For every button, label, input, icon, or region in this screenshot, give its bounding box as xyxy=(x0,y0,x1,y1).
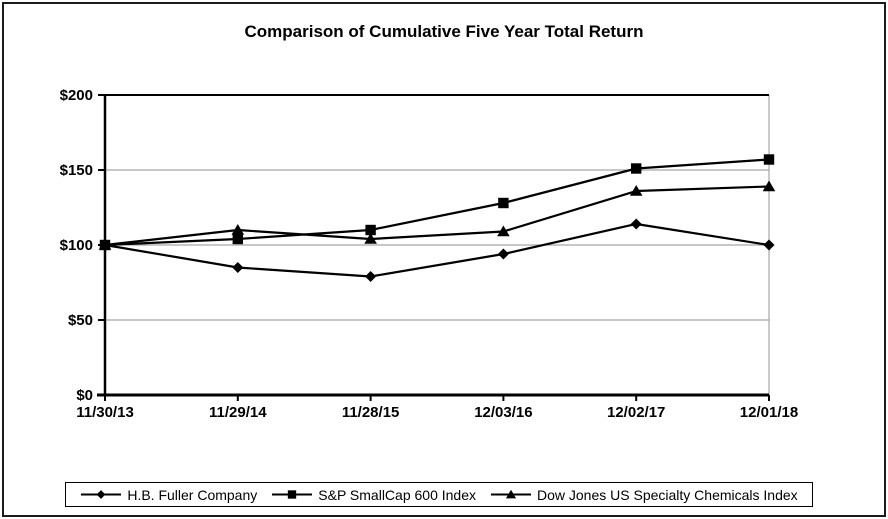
square-marker-icon xyxy=(272,490,313,499)
legend-label: S&P SmallCap 600 Index xyxy=(318,486,476,503)
svg-text:$50: $50 xyxy=(68,312,93,329)
svg-text:12/01/18: 12/01/18 xyxy=(740,404,798,421)
line-chart-svg: $0 $50 $100 $150 $200 11/30/13 11/29/14 11/28/1… xyxy=(60,87,799,421)
legend-label: Dow Jones US Specialty Chemicals Index xyxy=(537,486,798,503)
triangle-marker-icon xyxy=(491,489,531,499)
legend-item-sp-smallcap-600: S&P SmallCap 600 Index xyxy=(271,487,476,503)
legend-item-dj-specialty-chemicals: Dow Jones US Specialty Chemicals Index xyxy=(490,487,798,503)
svg-text:11/29/14: 11/29/14 xyxy=(209,404,267,421)
svg-text:11/30/13: 11/30/13 xyxy=(76,404,134,421)
svg-text:12/02/17: 12/02/17 xyxy=(607,404,665,421)
svg-text:$100: $100 xyxy=(60,237,93,254)
legend-label: H.B. Fuller Company xyxy=(127,486,258,503)
chart-legend: H.B. Fuller Company S&P SmallCap 600 Ind… xyxy=(65,482,813,507)
svg-text:$0: $0 xyxy=(76,387,93,404)
diamond-marker-icon xyxy=(81,490,122,499)
chart-title: Comparison of Cumulative Five Year Total… xyxy=(244,22,644,41)
svg-text:$150: $150 xyxy=(60,162,93,179)
svg-text:$200: $200 xyxy=(60,87,93,104)
svg-text:11/28/15: 11/28/15 xyxy=(342,404,400,421)
legend-item-hb-fuller: H.B. Fuller Company xyxy=(80,487,257,503)
svg-text:12/03/16: 12/03/16 xyxy=(474,404,532,421)
